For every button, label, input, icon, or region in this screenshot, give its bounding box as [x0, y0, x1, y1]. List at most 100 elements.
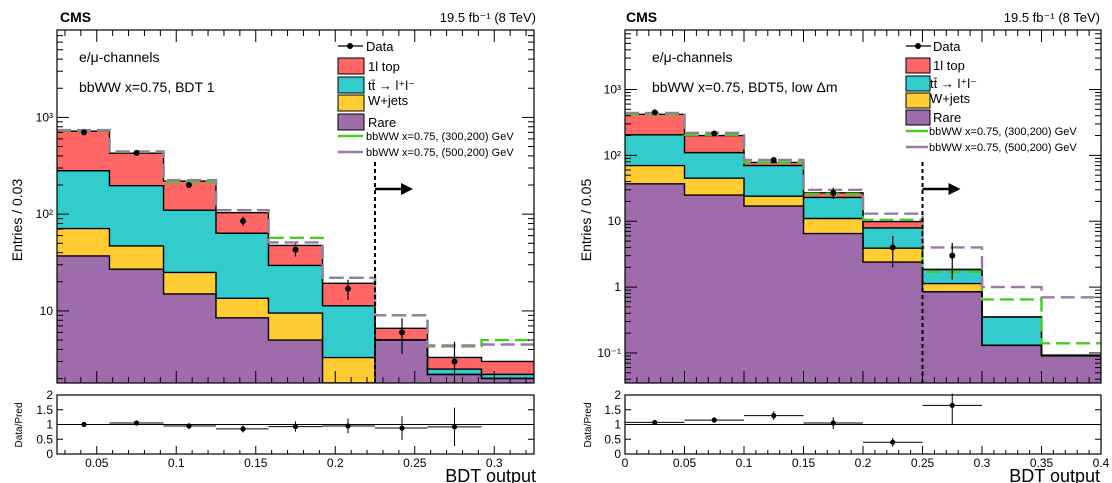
ratio-y-tick-label: 0: [46, 447, 53, 461]
bar-rare: [57, 255, 110, 383]
y-tick-label: 10²: [604, 148, 621, 162]
x-tick-label: 0.15: [792, 456, 816, 470]
ratio-point: [81, 421, 87, 428]
x-tick-label: 0.05: [85, 456, 109, 470]
data-point: [185, 182, 192, 189]
legend-signal-500-label: bbWW x=0.75, (500,200) GeV: [366, 147, 514, 159]
x-tick-label: 0.1: [168, 456, 185, 470]
legend-data-label: Data: [933, 39, 961, 54]
data-point: [344, 285, 351, 292]
data-point: [830, 189, 837, 196]
stack-outline: [57, 170, 534, 376]
legend-signal-300-label: bbWW x=0.75, (300,200) GeV: [366, 131, 514, 143]
bar-rare: [481, 378, 534, 383]
left-x-axis-title: BDT output: [445, 466, 536, 483]
ratio-point: [949, 402, 955, 408]
data-point: [240, 217, 247, 224]
ratio-point: [711, 417, 717, 423]
ratio-point: [890, 439, 896, 445]
plot-frame: [56, 29, 535, 384]
y-tick-label: 10: [40, 304, 54, 318]
legend-rare-swatch: [905, 109, 931, 126]
legend-ttbar-label: tt̄ → l⁺l⁻: [930, 76, 977, 91]
x-tick-label: 0.05: [673, 456, 697, 470]
legend-wjets-label: W+jets: [368, 93, 409, 108]
legend-data-label: Data: [366, 39, 394, 54]
ratio-y-tick-label: 1.5: [604, 403, 621, 417]
x-tick-label: 0.25: [403, 456, 427, 470]
x-tick-label: 0.3: [486, 456, 503, 470]
bar-rare: [803, 233, 863, 383]
signal-line-300: [57, 129, 534, 348]
data-point: [651, 109, 658, 116]
left-experiment-label: CMS: [60, 9, 91, 25]
data-point: [81, 129, 88, 136]
legend-rare-swatch: [337, 113, 365, 131]
ratio-y-tick-label: 1: [46, 418, 53, 432]
bar-rare: [684, 195, 744, 383]
bar-rare: [744, 206, 804, 383]
legend-ttbar-swatch: [337, 76, 365, 94]
y-tick-label: 10: [608, 214, 622, 228]
data-point: [399, 329, 406, 336]
ratio-y-tick-label: 0: [614, 447, 621, 461]
y-tick-label: 10³: [36, 110, 53, 124]
ratio-y-tick-label: 0.5: [36, 432, 53, 446]
bar-rare: [625, 183, 685, 383]
signal-line-500: [57, 128, 534, 347]
legend-ttbar-swatch: [905, 75, 931, 92]
right-x-axis-title: BDT output: [1009, 466, 1100, 483]
ratio-point: [240, 426, 246, 432]
y-tick-label: 10⁻¹: [597, 346, 621, 360]
bar-rare: [216, 317, 269, 383]
bar-rare: [1041, 355, 1101, 383]
ratio-point: [451, 424, 458, 430]
y-tick-label: 10³: [604, 82, 621, 96]
bar-rare: [109, 269, 164, 383]
data-point: [133, 149, 140, 156]
x-tick-label: 0.3: [974, 456, 991, 470]
left-lumi-label: 19.5 fb⁻¹ (8 TeV): [440, 10, 536, 25]
ratio-point: [652, 419, 658, 426]
x-tick-label: 0.4: [1093, 456, 1110, 470]
right-selection-label: bbWW x=0.75, BDT5, low Δm: [652, 79, 838, 95]
x-tick-label: 0.2: [855, 456, 872, 470]
bar-rare: [163, 293, 216, 383]
bar-rare: [982, 345, 1042, 383]
legend-ttbar-label: tt̄ → l⁺l⁻: [368, 78, 415, 93]
legend-wjets-swatch: [337, 94, 365, 112]
x-tick-label: 0.2: [327, 456, 344, 470]
bar-rare: [268, 340, 323, 383]
ratio-point: [771, 413, 777, 419]
bar-w-jets: [322, 357, 375, 383]
left-legend: Data 1l top tt̄ → l⁺l⁻ W+jets Rare bbWW …: [337, 39, 514, 159]
y-tick-label: 10²: [36, 207, 53, 221]
ratio-point: [292, 423, 299, 430]
right-experiment-label: CMS: [626, 9, 657, 25]
stack-outline: [625, 134, 1101, 357]
data-point: [889, 244, 896, 251]
stack-outline: [625, 183, 1101, 357]
legend-wjets-label: W+jets: [930, 91, 971, 106]
cut-arrow-head: [401, 183, 413, 195]
ratio-point: [399, 425, 405, 431]
y-tick-label: 1: [614, 280, 621, 294]
ratio-y-tick-label: 2: [614, 388, 621, 402]
ratio-point: [830, 420, 836, 426]
right-legend: Data 1l top tt̄ → l⁺l⁻ W+jets Rare bbWW …: [905, 39, 1077, 154]
data-point: [711, 130, 718, 137]
left-ratio-axis-title: Data/Pred: [14, 402, 25, 447]
cut-arrow-head: [948, 183, 961, 195]
legend-wjets-swatch: [905, 92, 931, 109]
data-point: [451, 358, 458, 365]
ratio-y-tick-label: 2: [46, 388, 53, 402]
legend-signal-500-label: bbWW x=0.75, (500,200) GeV: [929, 142, 1077, 154]
legend-data-marker: [347, 43, 353, 49]
legend-rare-label: Rare: [933, 110, 961, 125]
legend-1l-top-label: 1l top: [368, 59, 400, 74]
plot-area: [57, 128, 534, 383]
legend-signal-300-label: bbWW x=0.75, (300,200) GeV: [929, 126, 1077, 138]
ratio-point: [133, 420, 140, 426]
